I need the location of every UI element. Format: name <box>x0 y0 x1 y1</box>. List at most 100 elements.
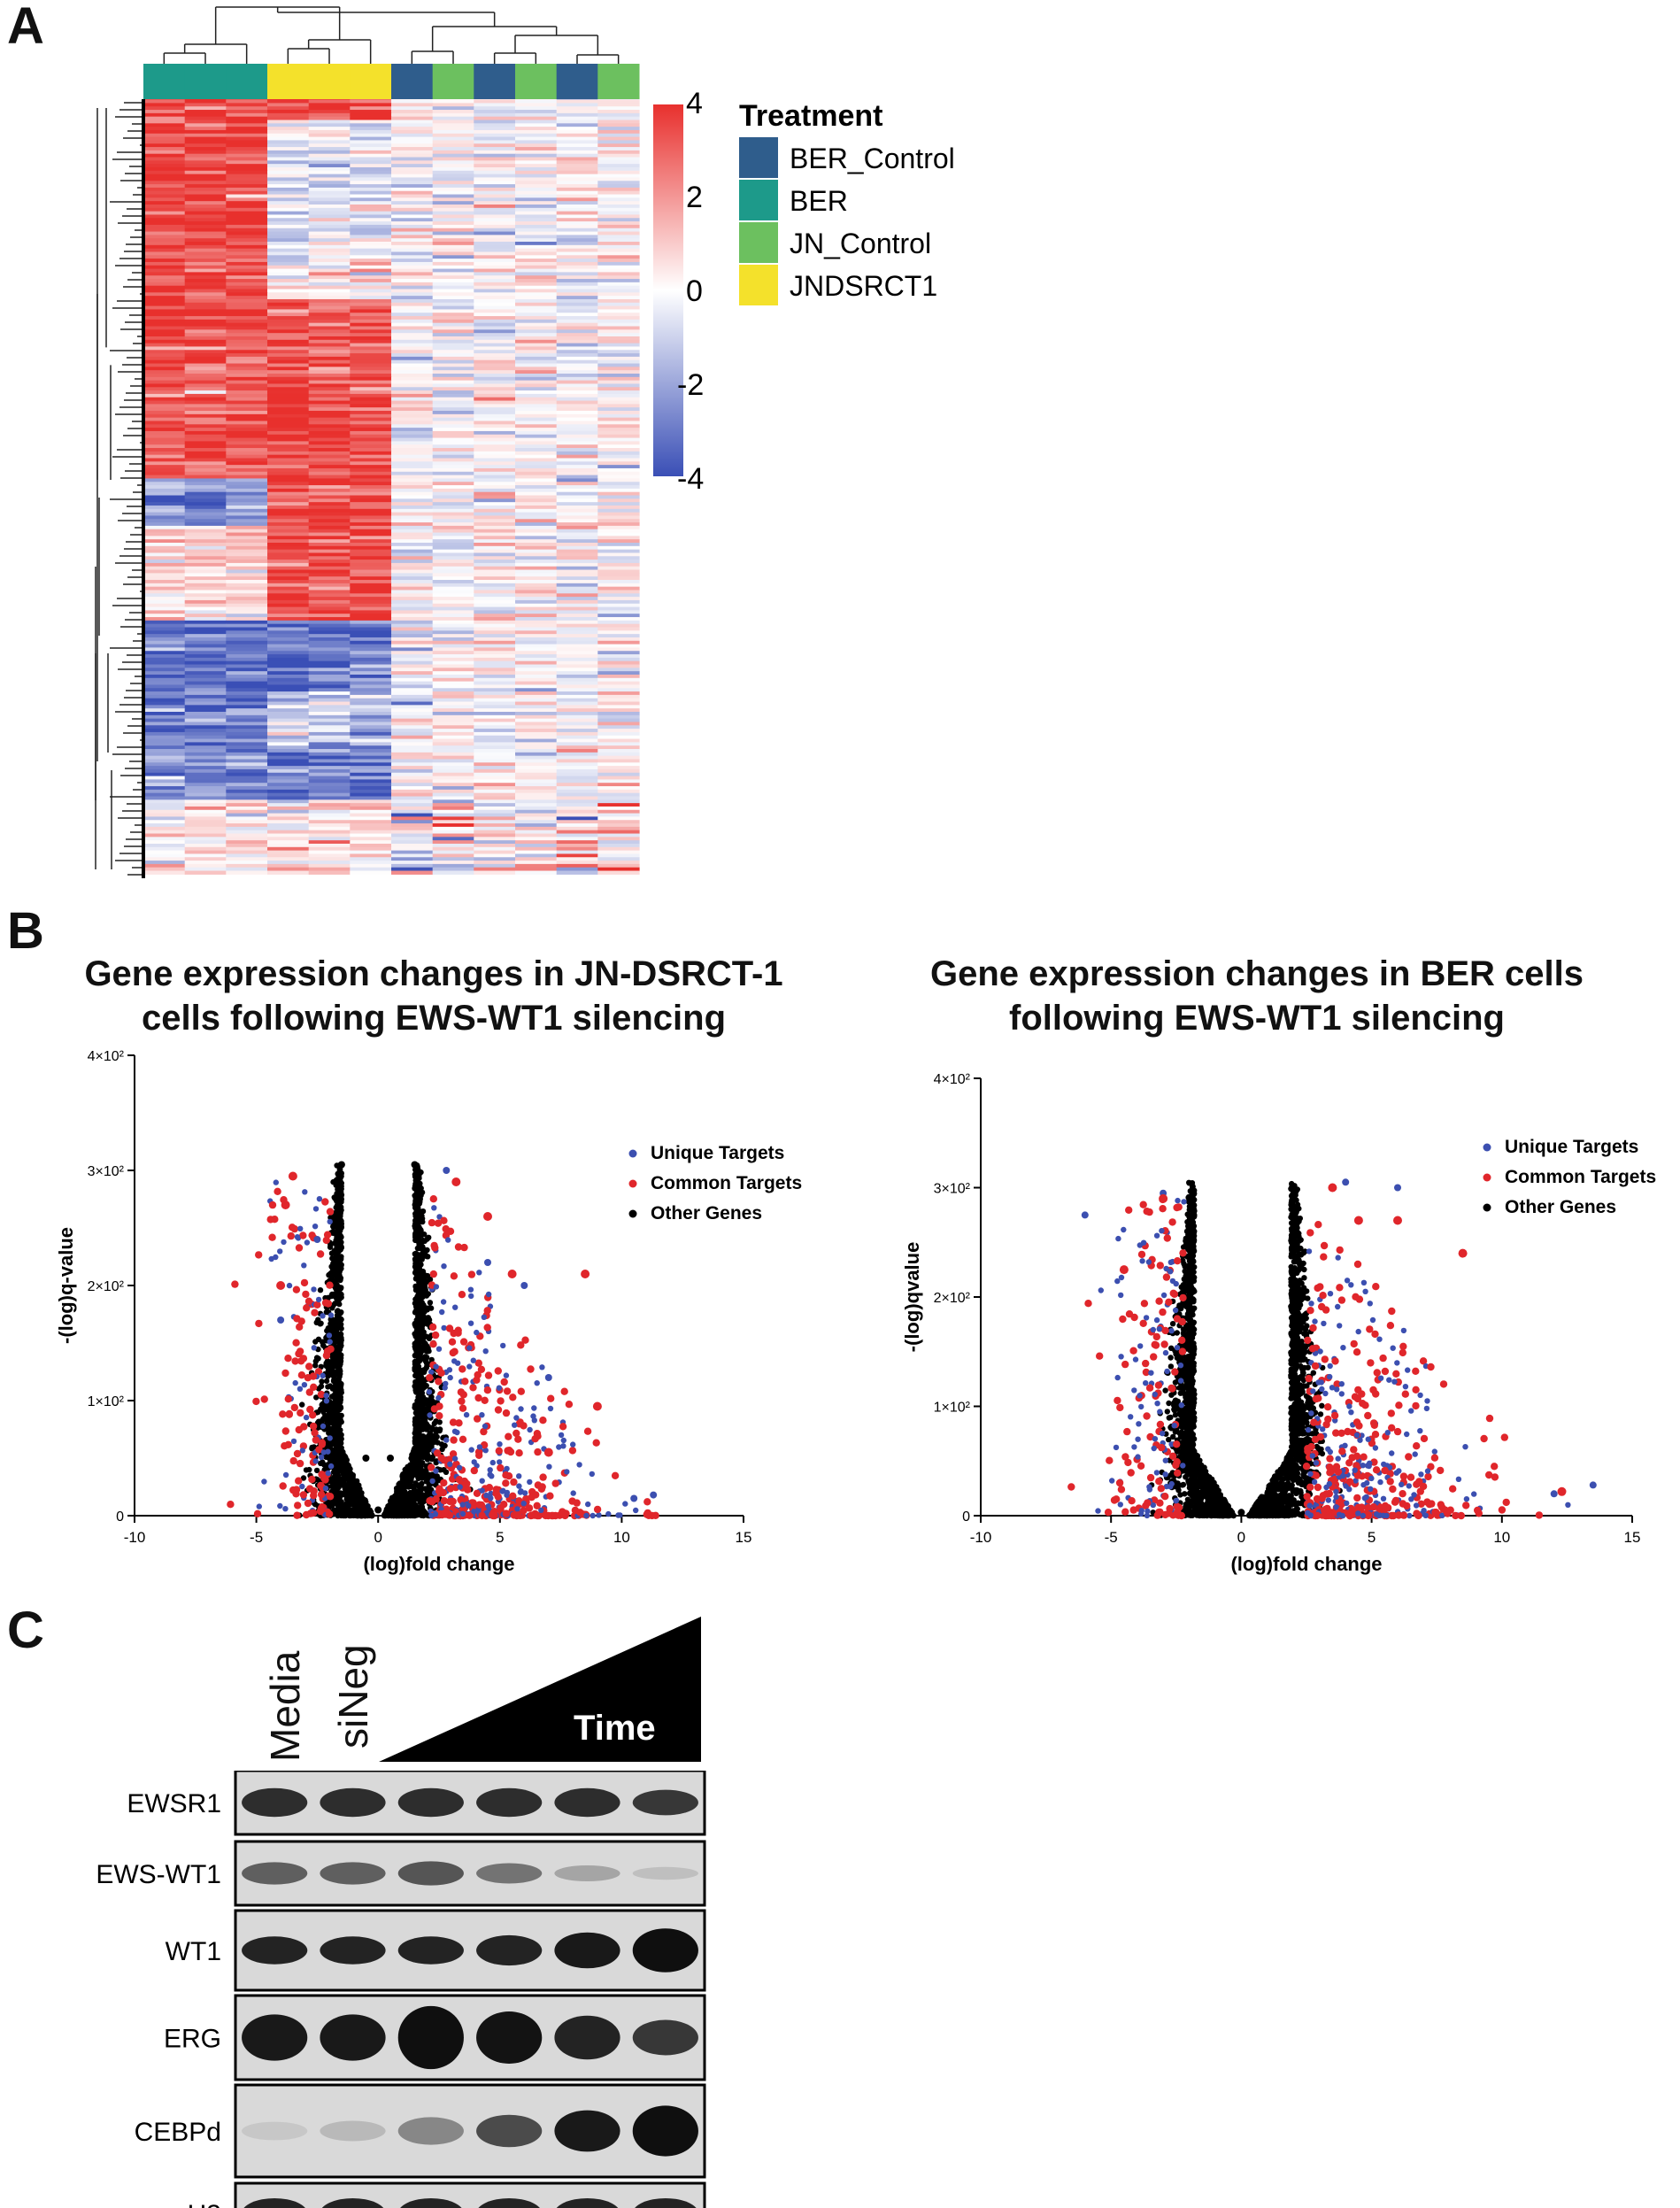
heatmap-cell <box>515 722 558 726</box>
heatmap-cell <box>350 116 392 121</box>
heatmap-cell <box>267 356 310 361</box>
heatmap-cell <box>143 772 186 777</box>
heatmap-cell <box>143 809 186 814</box>
heatmap-cell <box>184 127 227 131</box>
heatmap-cell <box>184 221 227 226</box>
heatmap-cell <box>474 313 516 317</box>
heatmap-cell <box>432 762 474 767</box>
heatmap-cell <box>226 461 268 466</box>
heatmap-cell <box>556 181 598 185</box>
data-point <box>414 1495 421 1502</box>
heatmap-cell <box>597 221 640 226</box>
heatmap-cell <box>308 319 351 324</box>
heatmap-cell <box>226 779 268 784</box>
heatmap-cell <box>143 346 186 351</box>
heatmap-cell <box>267 478 310 483</box>
heatmap-cell <box>267 296 310 300</box>
heatmap-cell <box>474 343 516 348</box>
heatmap-cell <box>391 197 434 202</box>
heatmap-cell <box>432 244 474 250</box>
heatmap-cell <box>143 174 186 179</box>
heatmap-cell <box>556 664 598 668</box>
heatmap-cell <box>391 762 434 767</box>
heatmap-cell <box>143 867 186 872</box>
heatmap-cell <box>556 668 598 672</box>
heatmap-cell <box>432 722 474 726</box>
heatmap-cell <box>432 560 474 564</box>
heatmap-cell <box>184 863 227 869</box>
heatmap-cell <box>267 837 310 841</box>
heatmap-cell <box>597 376 640 382</box>
heatmap-cell <box>515 820 558 824</box>
heatmap-cell <box>474 393 516 398</box>
heatmap-cell <box>556 691 598 696</box>
heatmap-cell <box>597 251 640 256</box>
heatmap-cell <box>143 498 186 503</box>
heatmap-cell <box>267 103 310 107</box>
heatmap-cell <box>184 660 227 666</box>
heatmap-cell <box>515 265 558 270</box>
heatmap-cell <box>597 657 640 662</box>
heatmap-cell <box>597 471 640 476</box>
heatmap-cell <box>556 454 598 459</box>
heatmap-cell <box>391 532 434 537</box>
heatmap-cell <box>474 444 516 449</box>
heatmap-cell <box>226 285 268 290</box>
heatmap-cell <box>391 458 434 462</box>
heatmap-cell <box>184 498 227 503</box>
heatmap-cell <box>350 404 392 408</box>
heatmap-cell <box>184 718 227 723</box>
heatmap-cell <box>432 644 474 648</box>
heatmap-cell <box>474 268 516 273</box>
heatmap-cell <box>308 485 351 490</box>
heatmap-cell <box>515 282 558 287</box>
data-point <box>312 1502 319 1508</box>
heatmap-cell <box>184 265 227 270</box>
heatmap-cell <box>267 333 310 337</box>
heatmap-cell <box>267 783 310 787</box>
heatmap-cell <box>226 562 268 567</box>
heatmap-cell <box>308 194 351 198</box>
heatmap-cell <box>226 296 268 300</box>
heatmap-cell <box>308 275 351 280</box>
heatmap-cell <box>556 843 598 848</box>
heatmap-cell <box>515 779 558 784</box>
heatmap-cell <box>556 383 598 388</box>
heatmap-cell <box>597 123 640 127</box>
heatmap-cell <box>308 129 351 135</box>
heatmap-cell <box>556 776 598 780</box>
heatmap-cell <box>267 691 310 696</box>
legend-swatch-ber-control <box>739 137 778 178</box>
heatmap-cell <box>474 411 516 415</box>
heatmap-cell <box>556 853 598 858</box>
heatmap-cell <box>515 725 558 730</box>
heatmap-cell <box>597 248 640 253</box>
heatmap-cell <box>474 228 516 233</box>
heatmap-cell <box>556 515 598 520</box>
heatmap-cell <box>391 536 434 540</box>
heatmap-cell <box>308 573 351 577</box>
heatmap-cell <box>391 843 434 848</box>
heatmap-cell <box>226 194 268 198</box>
heatmap-cell <box>515 313 558 317</box>
heatmap-cell <box>556 238 598 243</box>
heatmap-cell <box>391 343 434 348</box>
heatmap-cell <box>597 830 640 835</box>
heatmap-cell <box>226 160 268 165</box>
heatmap-cell <box>515 194 558 198</box>
heatmap-cell <box>432 569 474 574</box>
heatmap-cell <box>350 136 392 141</box>
heatmap-cell <box>226 837 268 841</box>
heatmap-cell <box>597 181 640 185</box>
heatmap-cell <box>350 467 392 473</box>
heatmap-cell <box>556 336 598 341</box>
heatmap-cell <box>350 465 392 469</box>
heatmap-cell <box>391 519 434 523</box>
heatmap-cell <box>391 681 434 686</box>
heatmap-cell <box>184 448 227 452</box>
x-tick-label: -10 <box>124 1529 146 1546</box>
heatmap-cell <box>556 289 598 293</box>
heatmap-cell <box>432 305 474 310</box>
heatmap-cell <box>267 573 310 577</box>
heatmap-cell <box>143 184 186 189</box>
